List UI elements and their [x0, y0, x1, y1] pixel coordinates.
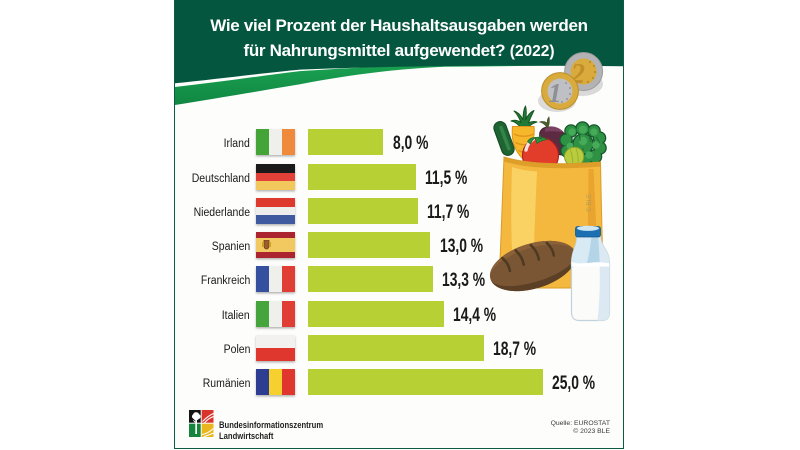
svg-text:© BLE: © BLE	[585, 194, 593, 212]
svg-text:1: 1	[548, 78, 562, 108]
